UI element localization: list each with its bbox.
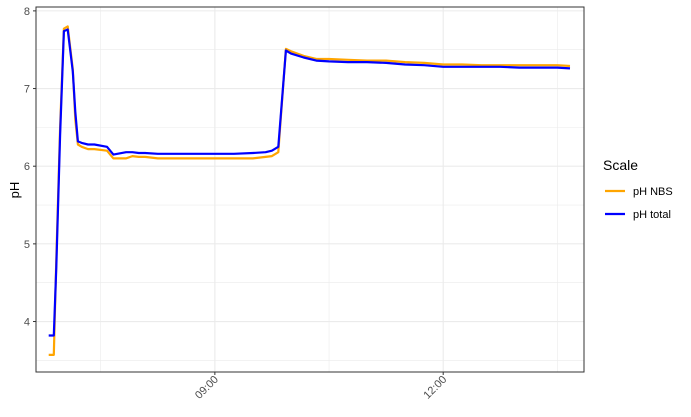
y-tick-label: 4 <box>24 317 30 329</box>
legend-title: Scale <box>603 157 638 173</box>
series-line-ph-total <box>48 28 571 337</box>
grid <box>36 7 584 372</box>
series-lines <box>48 25 571 356</box>
legend: Scale pH NBS pH total <box>603 157 673 221</box>
y-tick-label: 6 <box>24 161 30 173</box>
y-tick-label: 7 <box>24 84 30 96</box>
legend-label: pH total <box>633 209 671 221</box>
y-tick-label: 8 <box>24 6 30 18</box>
legend-label: pH NBS <box>633 186 673 198</box>
y-tick-label: 5 <box>24 239 30 251</box>
y-axis-title: pH <box>7 182 22 199</box>
plot-panel-border <box>35 6 585 373</box>
